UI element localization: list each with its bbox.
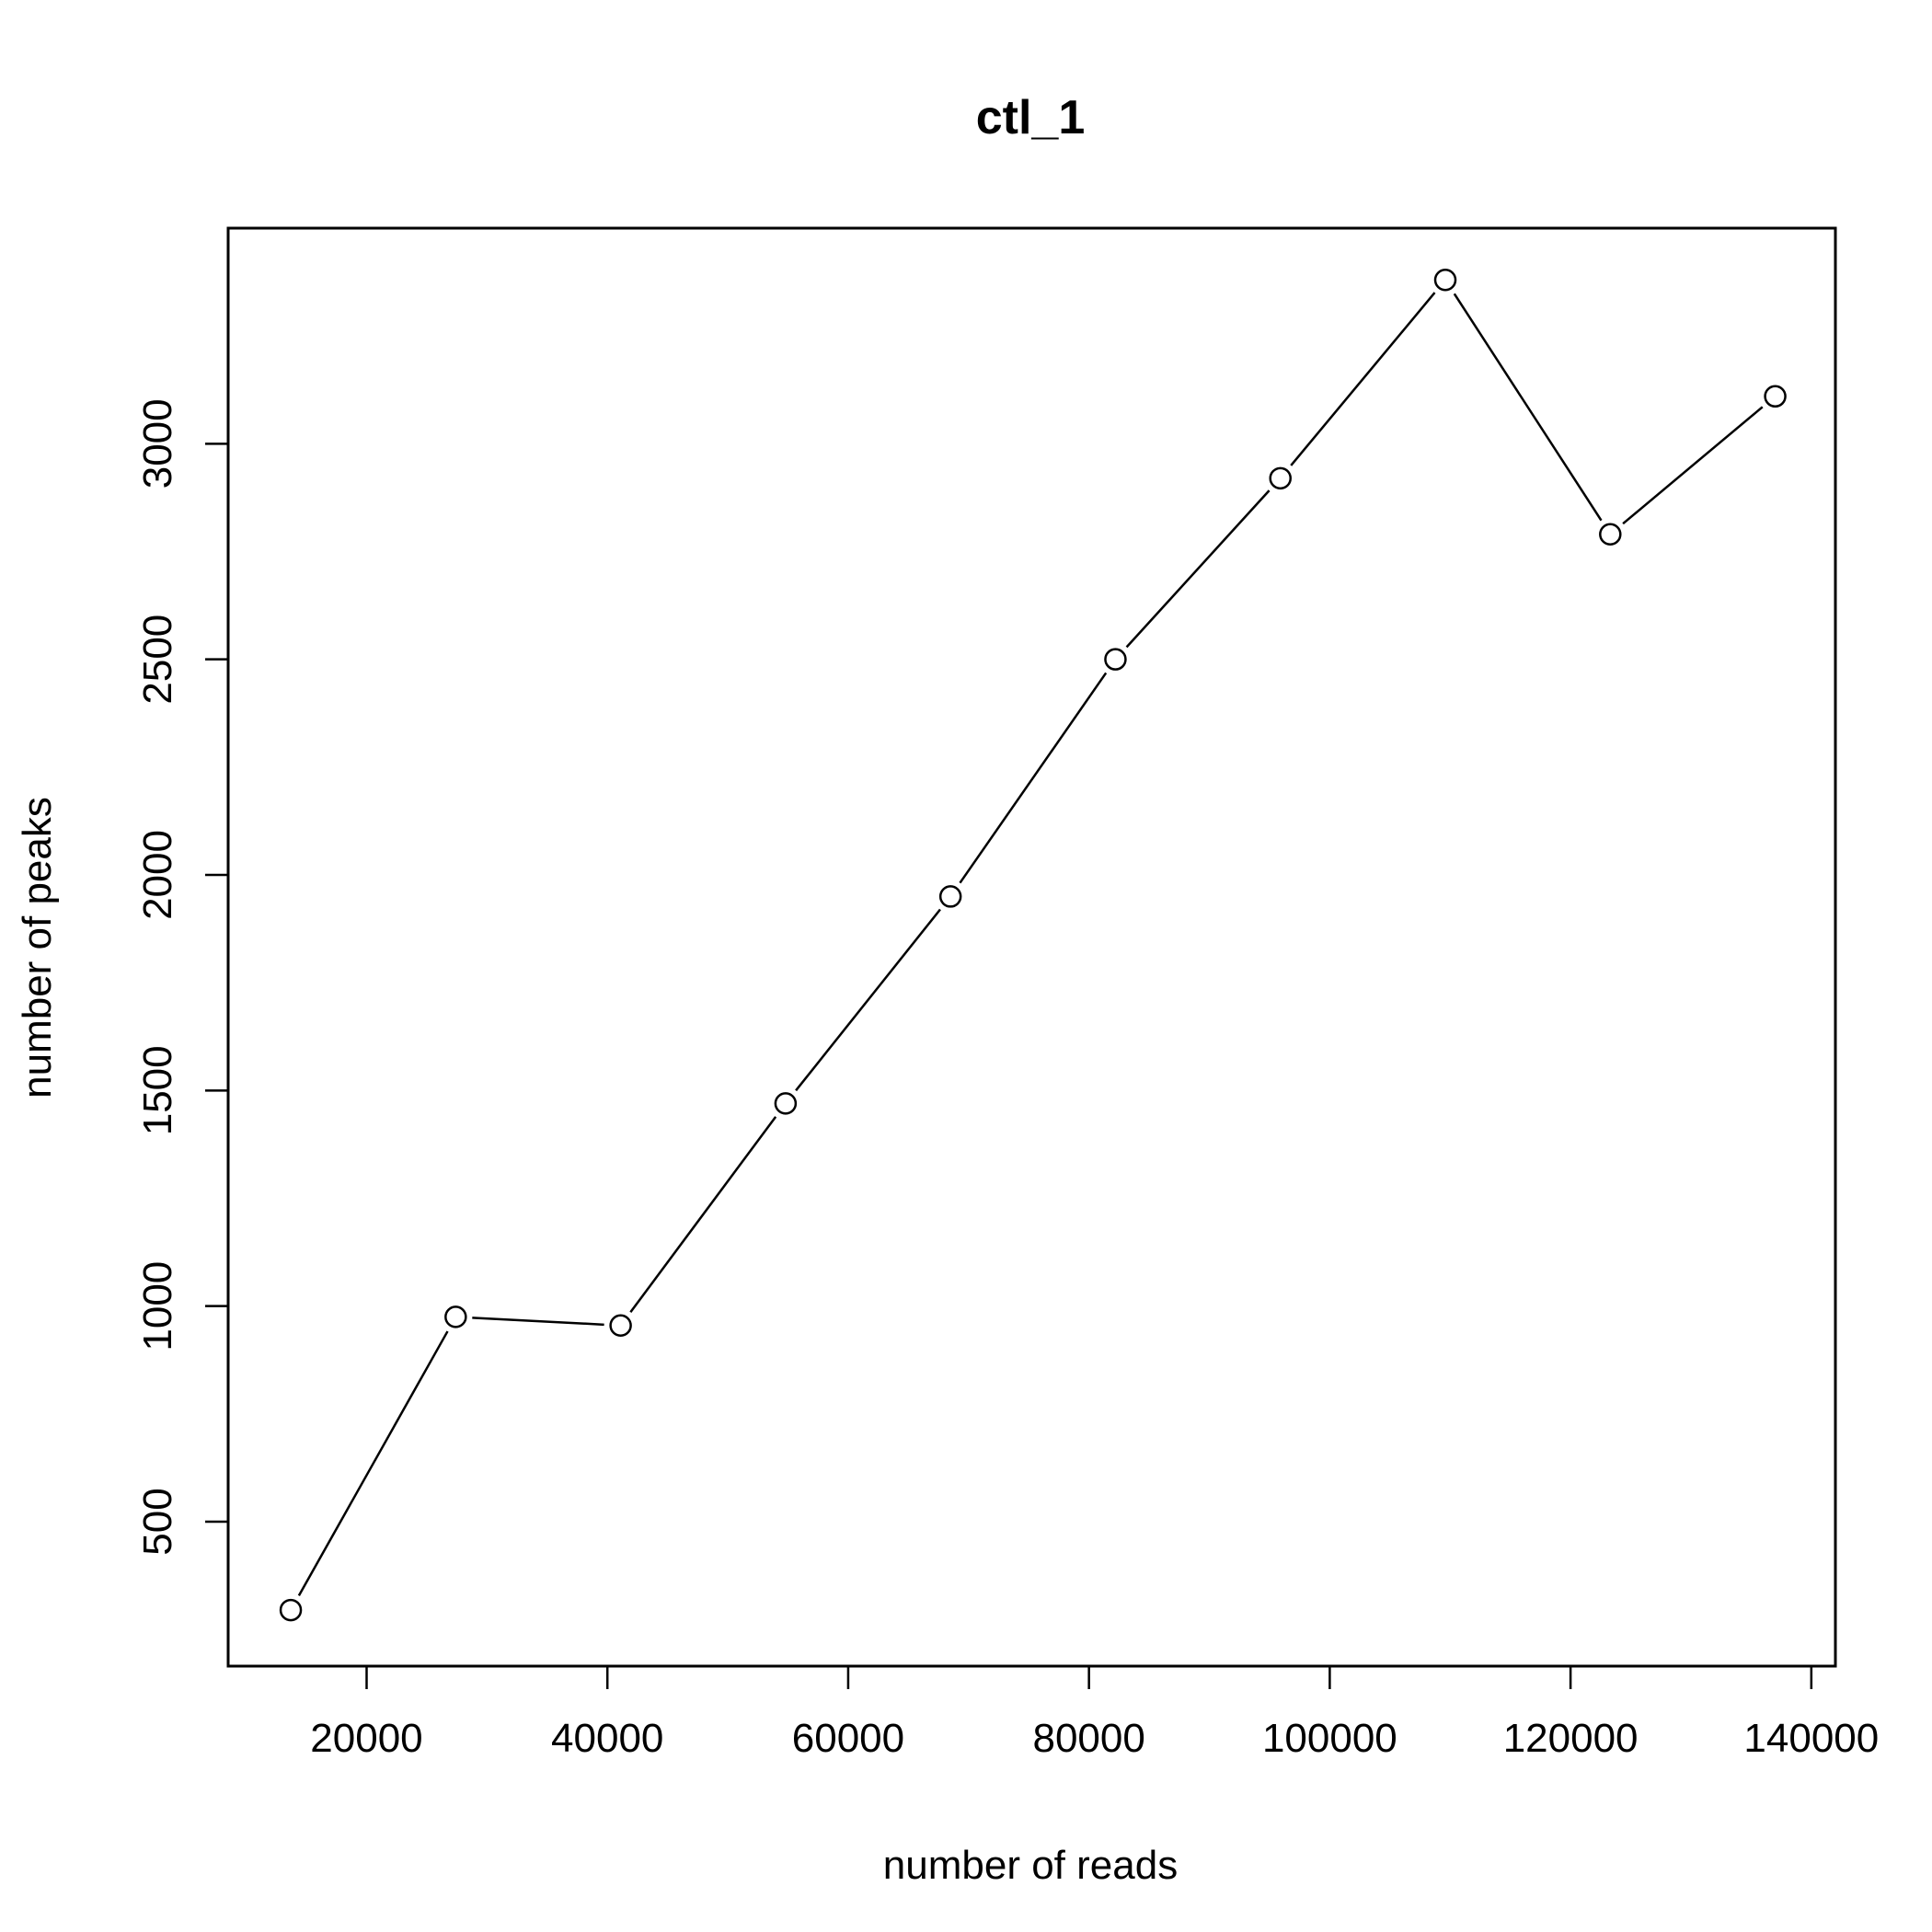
x-tick-label: 120000 xyxy=(1503,1716,1639,1761)
y-tick-label: 3000 xyxy=(135,398,180,489)
line-segment xyxy=(959,672,1108,884)
line-segment xyxy=(297,1330,449,1596)
line-segment xyxy=(1453,293,1603,522)
data-point xyxy=(1269,466,1292,490)
data-point xyxy=(774,1092,798,1115)
x-axis-label: number of reads xyxy=(883,1843,1178,1888)
data-point xyxy=(1433,268,1457,292)
data-point xyxy=(1599,523,1622,546)
x-tick-label: 140000 xyxy=(1743,1716,1879,1761)
x-tick-label: 60000 xyxy=(792,1716,904,1761)
line-segment xyxy=(1125,489,1271,649)
y-tick-label: 2500 xyxy=(135,615,180,705)
line-segment xyxy=(1622,406,1764,525)
data-point xyxy=(938,885,962,908)
y-tick-label: 500 xyxy=(135,1488,180,1555)
x-tick-label: 80000 xyxy=(1032,1716,1144,1761)
data-point xyxy=(609,1314,632,1338)
x-tick-label: 100000 xyxy=(1262,1716,1397,1761)
series-points xyxy=(279,268,1787,1622)
line-segment xyxy=(472,1317,604,1327)
y-axis: 500 1000 1500 2000 2500 3000 xyxy=(135,398,228,1556)
plot-frame xyxy=(226,226,1837,1668)
line-segment xyxy=(795,908,941,1092)
data-point xyxy=(1764,385,1787,408)
line-segment xyxy=(629,1116,777,1314)
chart-title: ctl_1 xyxy=(976,91,1086,144)
y-tick-label: 1000 xyxy=(135,1261,180,1351)
data-point xyxy=(279,1598,303,1622)
y-axis-label: number of peaks xyxy=(15,797,60,1098)
x-tick-label: 20000 xyxy=(310,1716,422,1761)
x-tick-label: 40000 xyxy=(551,1716,663,1761)
y-tick-label: 1500 xyxy=(135,1045,180,1135)
data-point xyxy=(444,1305,467,1328)
data-point xyxy=(1104,648,1127,671)
y-tick-label: 2000 xyxy=(135,830,180,920)
line-segment xyxy=(1290,292,1436,466)
x-axis: 20000 40000 60000 80000 100000 120000 140000 xyxy=(310,1666,1879,1761)
series-line xyxy=(297,292,1764,1596)
